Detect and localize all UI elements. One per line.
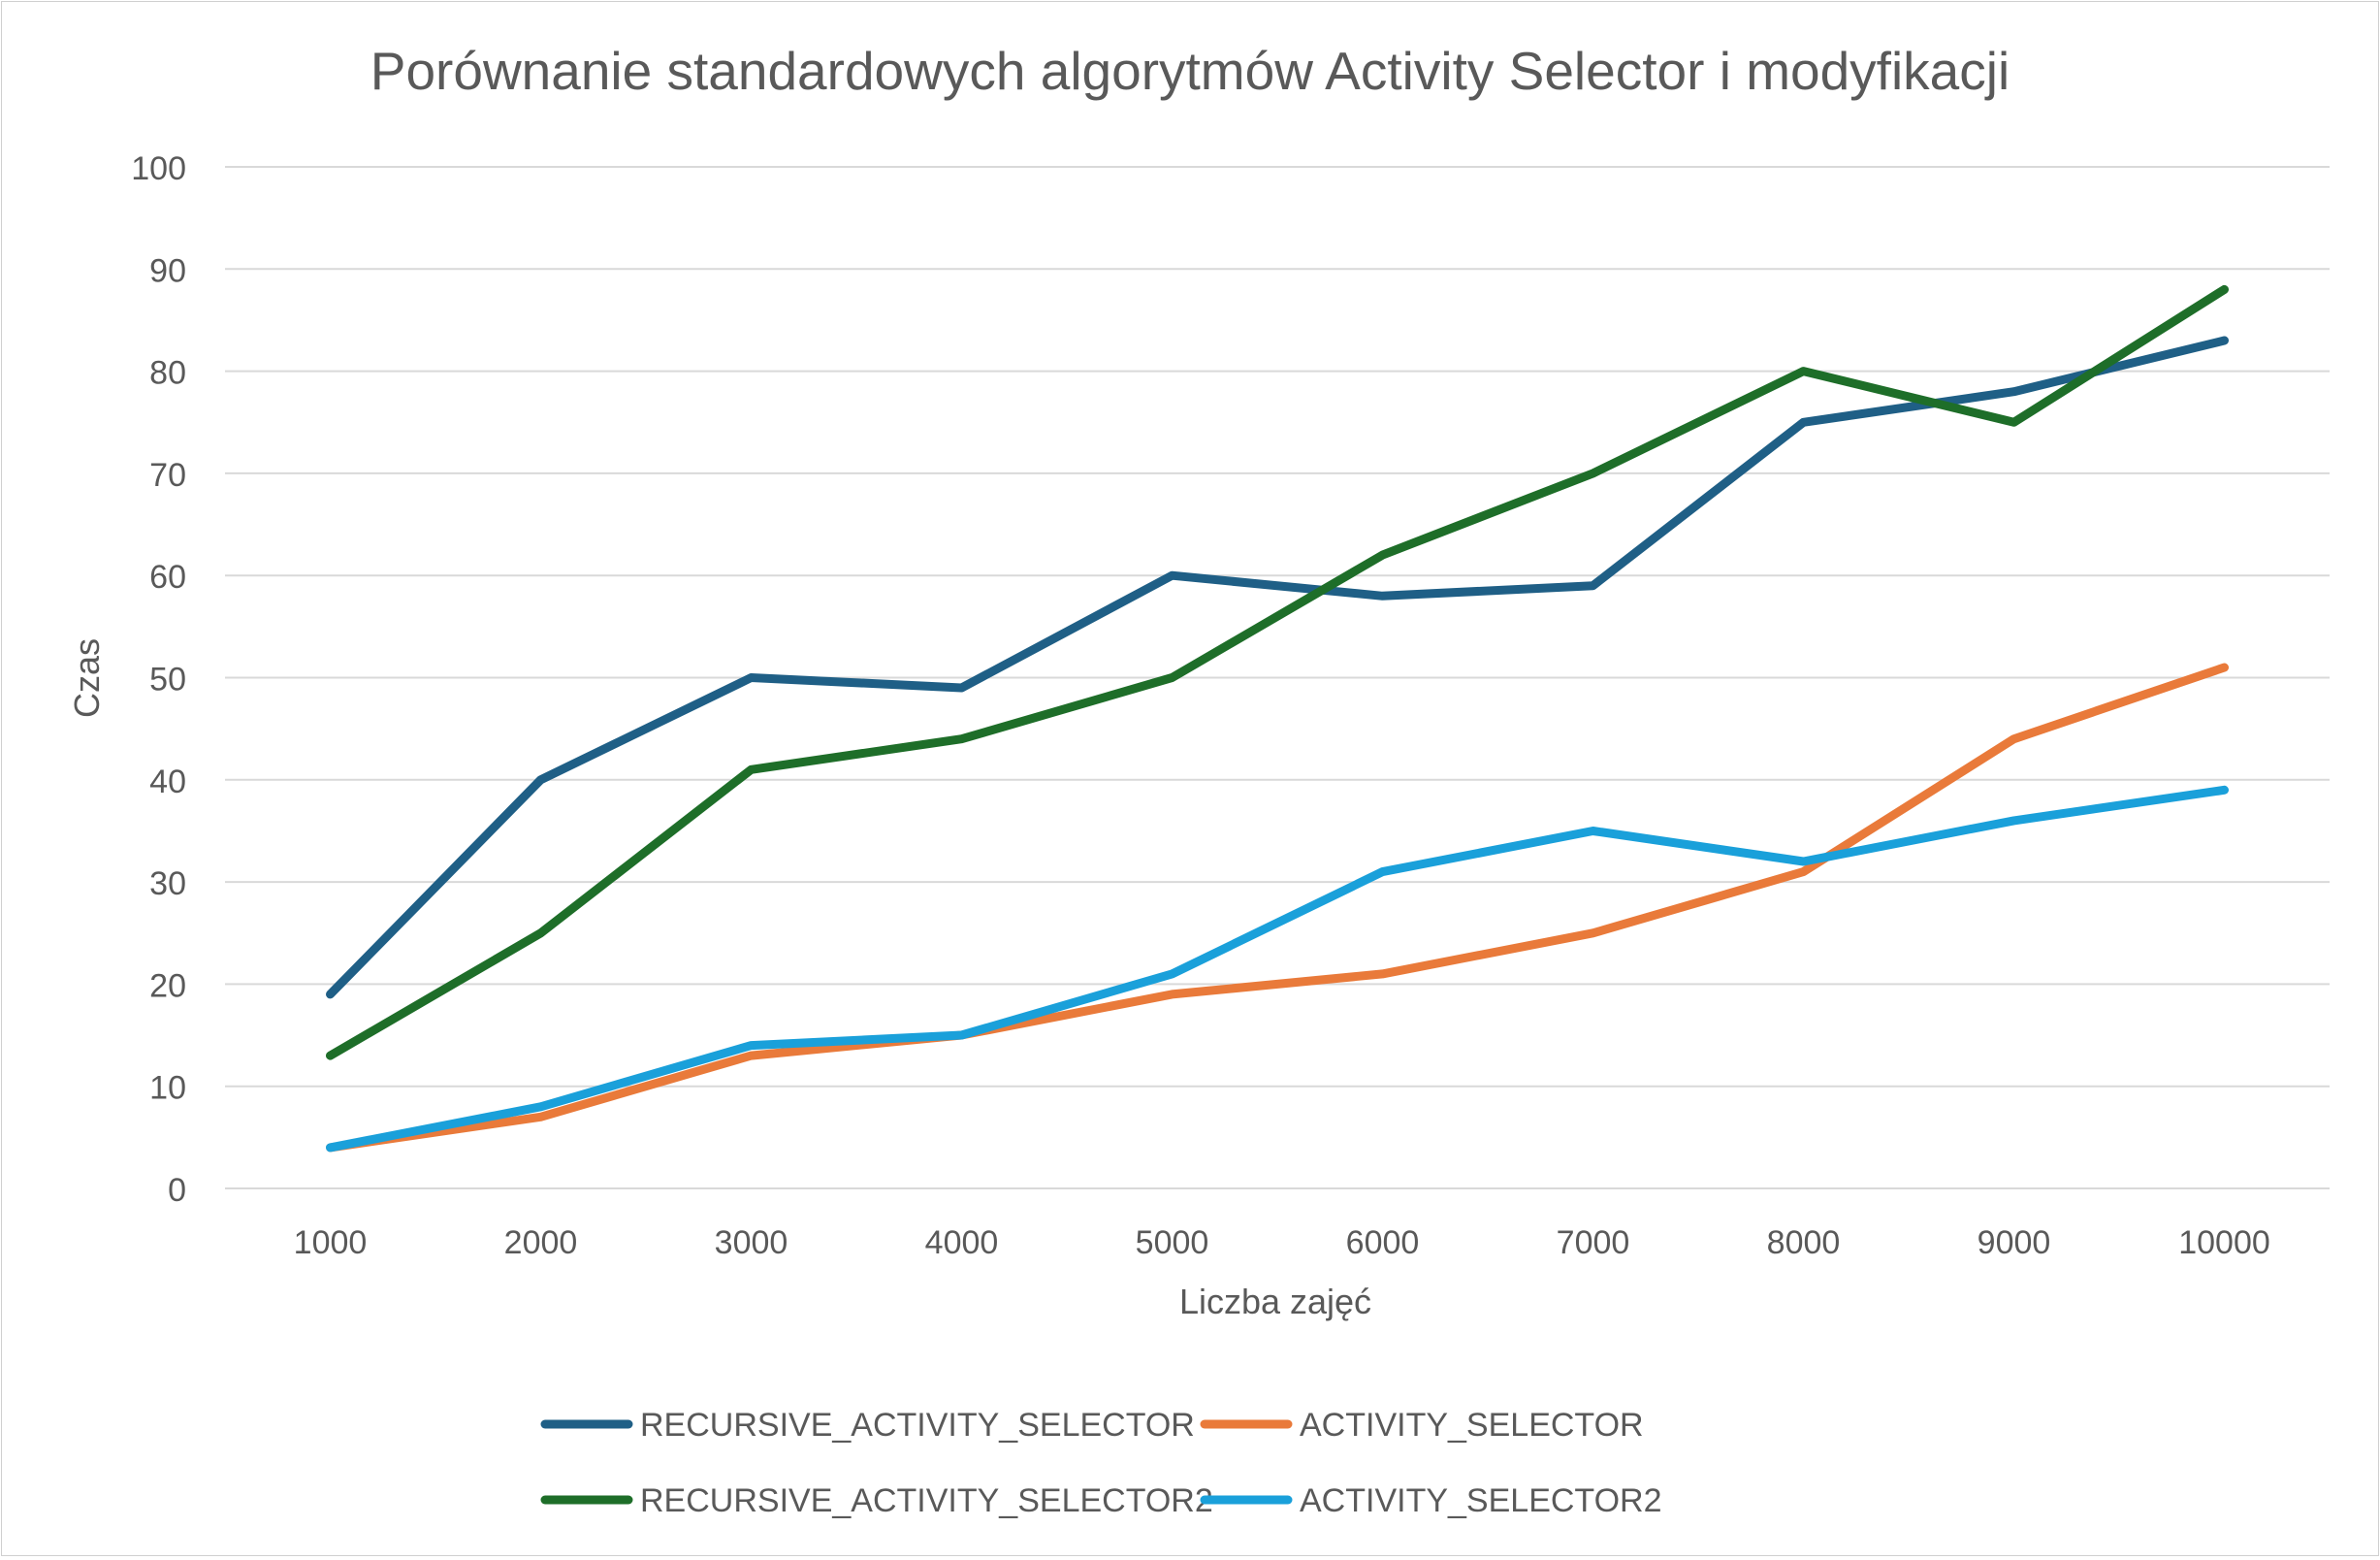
y-tick-label: 60 bbox=[149, 559, 186, 596]
x-tick-label: 3000 bbox=[715, 1224, 788, 1261]
x-tick-label: 4000 bbox=[925, 1224, 999, 1261]
y-tick-label: 30 bbox=[149, 865, 186, 902]
series-line-1 bbox=[326, 663, 2229, 1153]
x-tick-label: 6000 bbox=[1346, 1224, 1420, 1261]
x-tick-label: 2000 bbox=[504, 1224, 578, 1261]
x-axis-label: Liczba zajęć bbox=[1179, 1282, 1371, 1321]
y-tick-label: 40 bbox=[149, 764, 186, 800]
series-line-2 bbox=[326, 284, 2229, 1060]
x-tick-label: 9000 bbox=[1978, 1224, 2051, 1261]
legend-label: RECURSIVE_ACTIVITY_SELECTOR2 bbox=[640, 1482, 1213, 1519]
y-axis-tick-labels: 0 10 20 30 40 50 60 70 80 90 100 bbox=[131, 150, 186, 1209]
y-tick-label: 0 bbox=[168, 1172, 186, 1209]
series-lines bbox=[326, 284, 2229, 1153]
x-tick-label: 1000 bbox=[294, 1224, 368, 1261]
x-tick-label: 8000 bbox=[1767, 1224, 1841, 1261]
legend-label: RECURSIVE_ACTIVITY_SELECTOR bbox=[640, 1407, 1195, 1444]
series-line-0 bbox=[326, 336, 2229, 999]
series-line-3 bbox=[326, 785, 2229, 1153]
gridlines bbox=[225, 166, 2330, 1189]
legend-item: RECURSIVE_ACTIVITY_SELECTOR2 bbox=[540, 1482, 1213, 1519]
legend-item: ACTIVITY_SELECTOR2 bbox=[1200, 1482, 1662, 1519]
x-tick-label: 7000 bbox=[1557, 1224, 1630, 1261]
chart-title: Porównanie standardowych algorytmów Acti… bbox=[370, 41, 2010, 101]
y-tick-label: 100 bbox=[131, 150, 186, 187]
legend-item: ACTIVITY_SELECTOR bbox=[1200, 1407, 1644, 1444]
y-tick-label: 20 bbox=[149, 967, 186, 1004]
legend-label: ACTIVITY_SELECTOR2 bbox=[1300, 1482, 1662, 1519]
y-tick-label: 90 bbox=[149, 252, 186, 289]
y-tick-label: 80 bbox=[149, 355, 186, 392]
x-axis-tick-labels: 1000 2000 3000 4000 5000 6000 7000 8000 9000 1000… bbox=[294, 1224, 2270, 1261]
y-tick-label: 10 bbox=[149, 1070, 186, 1107]
legend-label: ACTIVITY_SELECTOR bbox=[1300, 1407, 1644, 1444]
x-tick-label: 5000 bbox=[1136, 1224, 1209, 1261]
y-tick-label: 50 bbox=[149, 662, 186, 699]
y-tick-label: 70 bbox=[149, 457, 186, 494]
legend-item: RECURSIVE_ACTIVITY_SELECTOR bbox=[540, 1407, 1195, 1444]
x-tick-label: 10000 bbox=[2178, 1224, 2270, 1261]
y-axis-label: Czas bbox=[67, 638, 107, 718]
legend: RECURSIVE_ACTIVITY_SELECTOR ACTIVITY_SELE… bbox=[540, 1407, 1662, 1519]
